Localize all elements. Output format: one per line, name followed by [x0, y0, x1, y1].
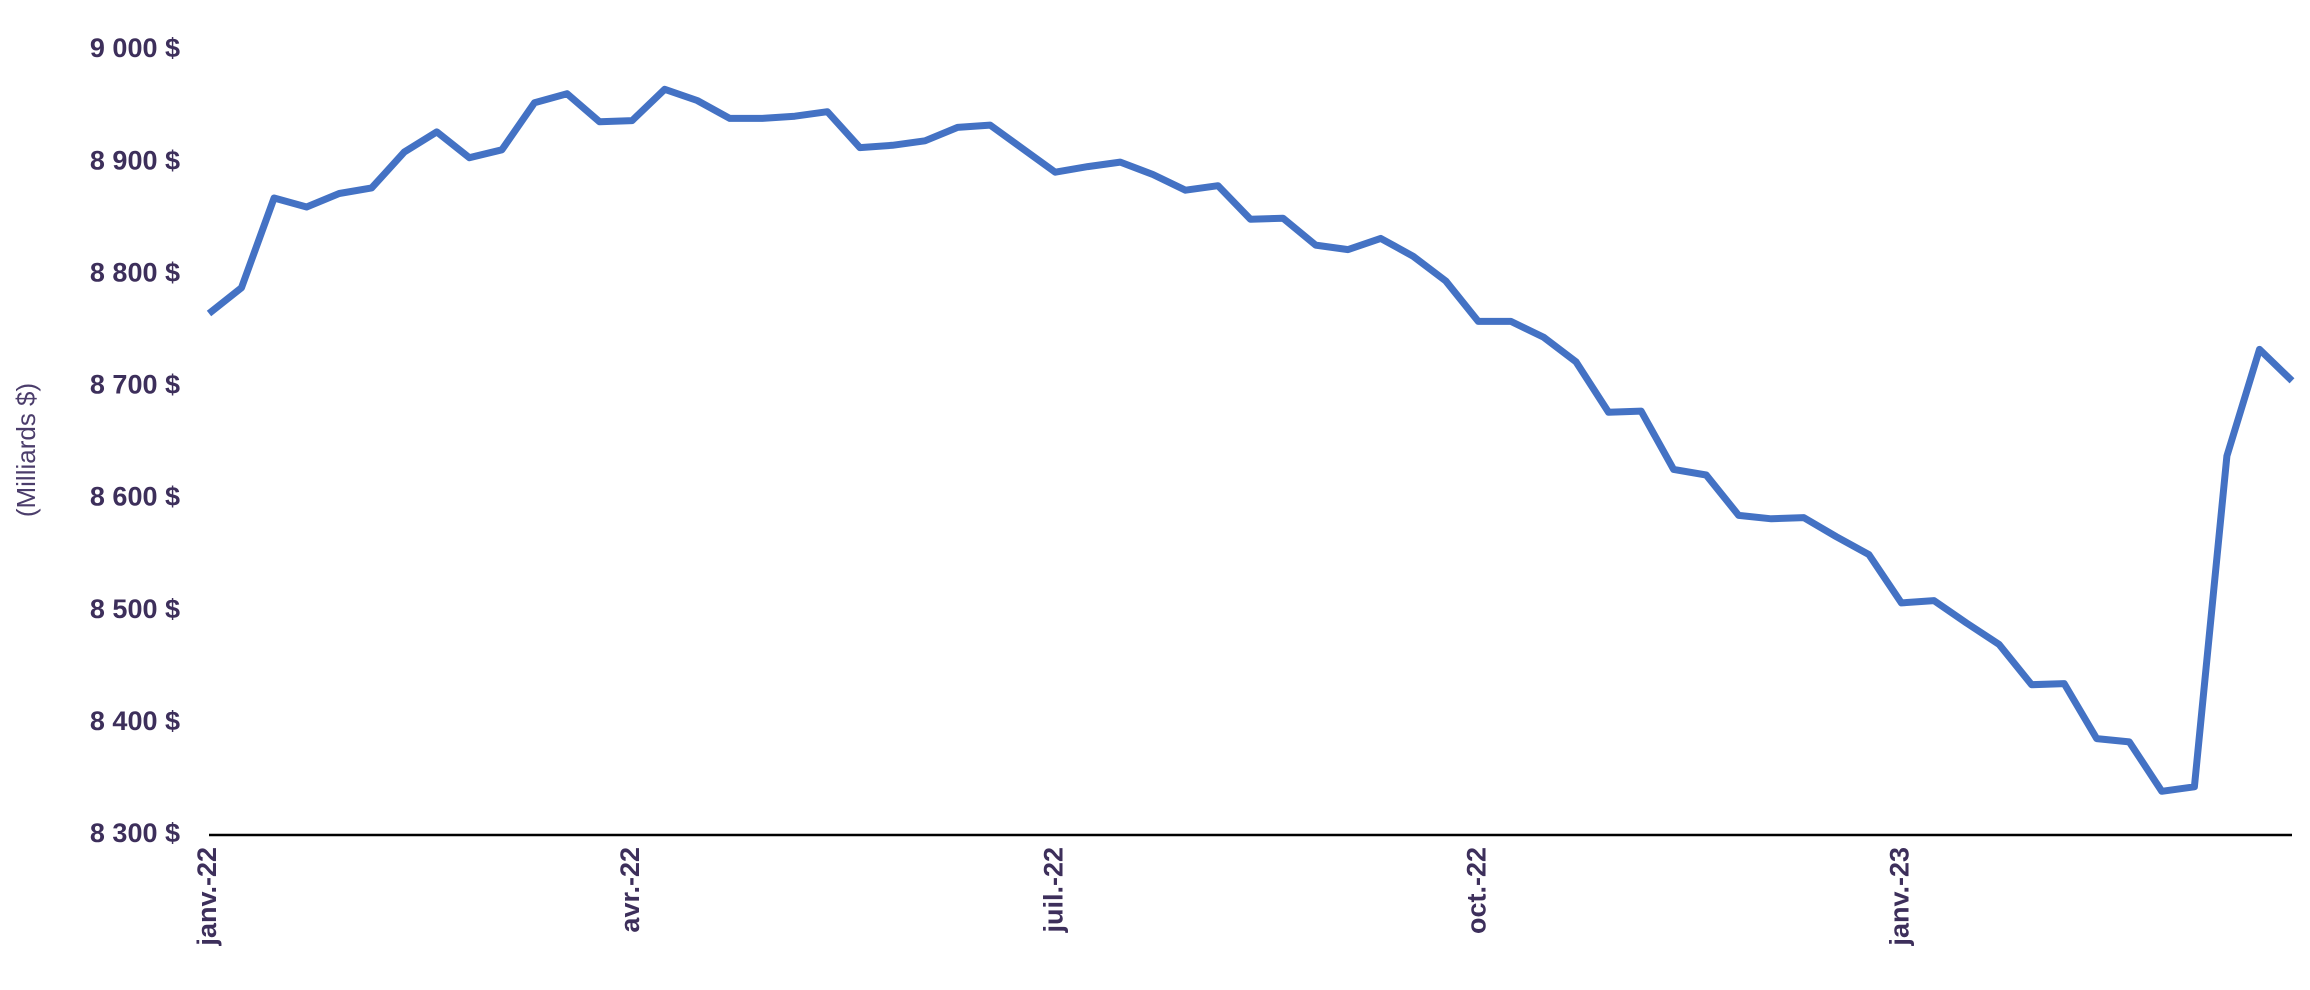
y-axis-title: (Milliards $) — [11, 383, 41, 517]
y-tick-label: 8 600 $ — [90, 482, 180, 512]
line — [206, 85, 2295, 795]
x-tick-label: avr.-22 — [615, 847, 645, 933]
y-tick-label: 9 000 $ — [90, 33, 180, 63]
x-tick-label: janv.-23 — [1885, 847, 1915, 947]
y-tick-label: 8 500 $ — [90, 594, 180, 624]
y-tick-label: 8 400 $ — [90, 706, 180, 736]
x-tick-label: oct.-22 — [1461, 847, 1491, 934]
y-tick-label: 8 700 $ — [90, 370, 180, 400]
y-tick-label: 8 800 $ — [90, 257, 180, 287]
x-tick-label: juil.-22 — [1038, 847, 1068, 934]
y-tick-label: 8 900 $ — [90, 145, 180, 175]
y-tick-label: 8 300 $ — [90, 818, 180, 848]
x-tick-label: janv.-22 — [192, 847, 222, 947]
